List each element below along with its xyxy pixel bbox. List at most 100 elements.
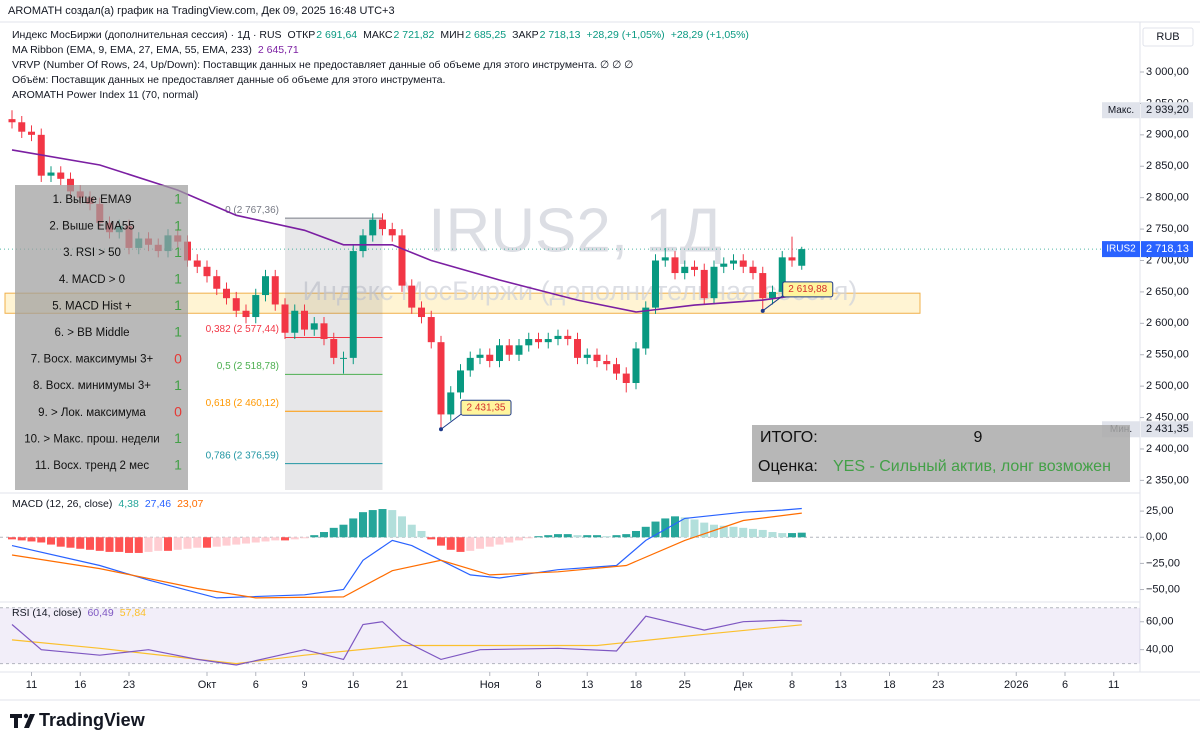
candle-body <box>515 345 523 355</box>
x-tick-label: 9 <box>301 679 307 691</box>
histogram-bar <box>105 537 114 552</box>
histogram-bar <box>554 534 562 538</box>
pane-legend: RSI (14, close) 60,49 57,84 <box>12 607 146 619</box>
x-tick-label: 16 <box>74 679 86 691</box>
score-row-value: 1 <box>174 297 182 313</box>
score-row-label: 4. MACD > 0 <box>59 274 125 286</box>
ohlc-value: 2 685,25 <box>465 29 506 41</box>
x-tick-label: Дек <box>734 679 753 691</box>
x-tick-label: 18 <box>883 679 895 691</box>
ohlc-value: 2 691,64 <box>316 29 357 41</box>
summary-rating-label: Оценка: <box>758 458 818 475</box>
histogram-bar <box>203 537 211 548</box>
y-tick-label: 2 750,00 <box>1146 223 1189 235</box>
histogram-bar <box>466 537 475 551</box>
histogram-bar <box>768 532 777 538</box>
histogram-bar <box>612 535 621 538</box>
histogram-bar <box>134 537 143 553</box>
candle-body <box>320 323 328 340</box>
histogram-bar <box>359 512 367 538</box>
candle-body <box>232 298 240 311</box>
price-badge-name: Макс. <box>1108 105 1134 116</box>
candle-body <box>301 310 308 330</box>
candle-body <box>759 273 767 299</box>
candle-body <box>496 345 503 362</box>
histogram-bar <box>183 537 192 549</box>
histogram-bar <box>788 533 796 538</box>
histogram-bar <box>388 510 397 538</box>
candle-body <box>749 266 757 274</box>
fib-label: 0,5 (2 518,78) <box>217 361 279 372</box>
candle-body <box>505 345 513 355</box>
price-badge <box>1141 102 1193 119</box>
rsi-line <box>11 615 802 666</box>
candle-body <box>18 122 26 132</box>
candle-body <box>788 257 796 261</box>
histogram-bar <box>17 537 26 541</box>
logo-mark <box>23 713 29 719</box>
annotation-pointer <box>762 295 784 312</box>
y-tick-label: 2 350,00 <box>1146 474 1189 486</box>
candle-body <box>57 172 65 179</box>
histogram-bar <box>729 526 738 538</box>
summary-rating: YES - Сильный актив, лонг возможен <box>833 458 1111 475</box>
histogram-bar <box>339 524 348 538</box>
histogram-bar <box>86 537 94 550</box>
candle-body <box>8 119 16 123</box>
score-row-label: 1. Выше EMA9 <box>53 194 132 206</box>
candle-body <box>798 249 806 266</box>
author-line: AROMATH создал(а) график на TradingView.… <box>8 5 395 17</box>
candle-body <box>583 354 591 358</box>
x-tick-label: 8 <box>789 679 795 691</box>
histogram-bar <box>271 537 280 541</box>
score-row-label: 5. MACD Hist + <box>52 300 132 312</box>
histogram-bar <box>47 537 55 545</box>
histogram-bar <box>651 521 660 538</box>
candle-body <box>447 392 455 415</box>
histogram-bar <box>281 537 289 541</box>
histogram-bar <box>680 517 689 538</box>
histogram-bar <box>446 537 455 550</box>
legend-line: Индекс МосБиржи (дополнительная сессия) … <box>12 29 749 41</box>
price-badge-label: 2 939,20 <box>1146 104 1189 116</box>
y-tick-label: 40,00 <box>1146 644 1174 656</box>
histogram-bar <box>56 537 65 547</box>
histogram-bar <box>8 537 16 540</box>
candle-body <box>564 335 572 340</box>
ohlc-name: МИН <box>440 29 464 41</box>
price-badge-label: 2 431,35 <box>1146 423 1189 435</box>
histogram-bar <box>407 524 416 538</box>
y-tick-label: 3 000,00 <box>1146 66 1189 78</box>
score-row-label: 2. Выше EMA55 <box>49 221 134 233</box>
candle-body <box>340 357 347 359</box>
x-tick-label: 23 <box>932 679 944 691</box>
x-tick-label: 11 <box>1108 679 1119 691</box>
x-tick-label: 8 <box>535 679 541 691</box>
histogram-bar <box>690 519 699 538</box>
macd-value: 27,46 <box>145 498 171 510</box>
histogram-bar <box>232 537 241 545</box>
legend-line: Объём: Поставщик данных не предоставляет… <box>12 74 445 86</box>
candle-body <box>281 304 289 333</box>
ohlc-value: 2 718,13 <box>540 29 581 41</box>
histogram-bar <box>739 527 748 538</box>
price-badge-name-bg <box>1102 102 1140 119</box>
candle-body <box>554 335 562 340</box>
candle-body <box>632 348 640 384</box>
histogram-bar <box>193 537 202 548</box>
histogram-bar <box>417 530 426 538</box>
score-row-value: 1 <box>174 457 182 473</box>
x-tick-label: 18 <box>630 679 642 691</box>
y-tick-label: 2 900,00 <box>1146 129 1189 141</box>
candle-body <box>613 364 620 374</box>
histogram-bar <box>563 534 572 538</box>
score-row-value: 1 <box>174 377 182 393</box>
histogram-bar <box>749 528 757 538</box>
footer-logo: TradingView <box>10 710 146 730</box>
y-tick-label: 25,00 <box>1146 505 1174 517</box>
histogram-bar <box>700 522 709 538</box>
x-tick-label: 25 <box>679 679 691 691</box>
y-tick-label: 60,00 <box>1146 616 1174 628</box>
y-tick-label: 2 650,00 <box>1146 286 1189 298</box>
